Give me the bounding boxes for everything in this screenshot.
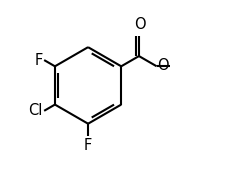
Text: F: F [34, 53, 43, 68]
Text: O: O [157, 58, 169, 73]
Text: O: O [133, 17, 145, 32]
Text: Cl: Cl [28, 103, 43, 118]
Text: F: F [83, 138, 92, 153]
